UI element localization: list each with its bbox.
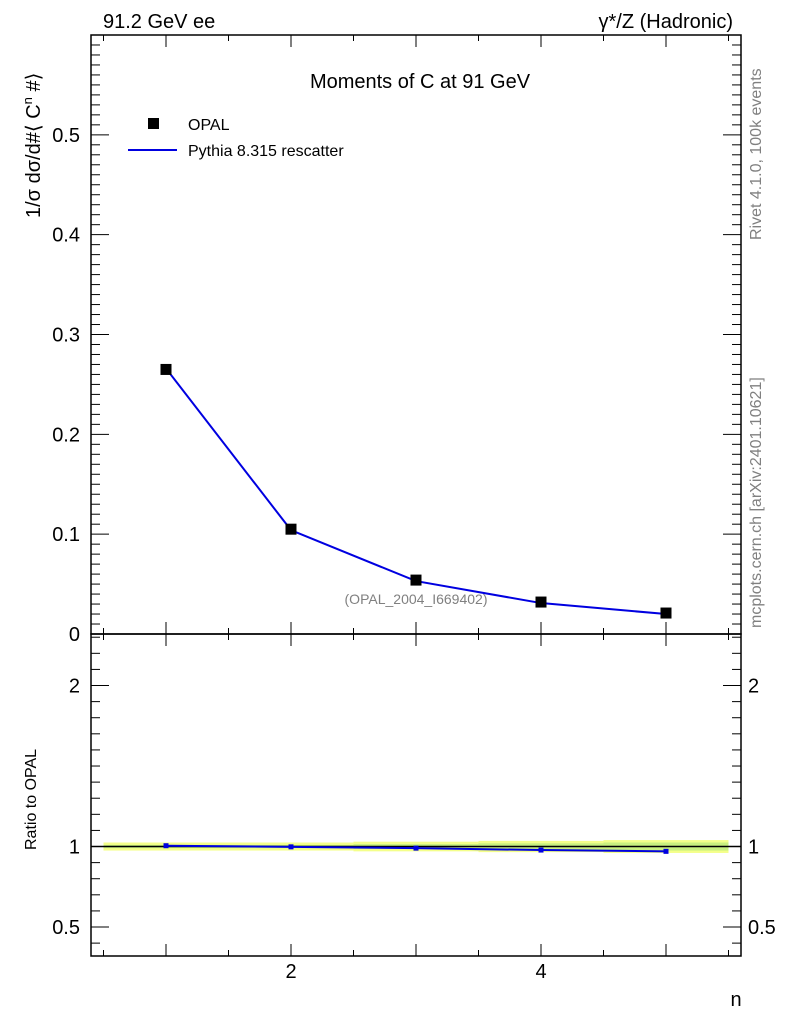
data-point-opal xyxy=(285,523,297,535)
rivet-label: Rivet 4.1.0, 100k events xyxy=(748,68,765,240)
header-left: 91.2 GeV ee xyxy=(103,11,215,33)
ratio-mc-point xyxy=(538,847,544,853)
data-point-opal xyxy=(410,574,422,586)
y-tick-label: 0.5 xyxy=(52,125,80,147)
main-panel: Moments of C at 91 GeV 1/σ dσ/d#⟨ Cn #⟩ … xyxy=(20,34,742,646)
ratio-y-tick-label-right: 2 xyxy=(748,676,759,698)
y-axis-label-main: 1/σ dσ/d#⟨ Cn #⟩ xyxy=(20,73,45,218)
legend-opal-marker xyxy=(148,118,159,129)
ratio-mc-point xyxy=(163,843,169,849)
y-tick-label: 0.4 xyxy=(52,225,80,247)
ratio-y-tick-label: 0.5 xyxy=(52,917,80,939)
data-point-opal xyxy=(660,607,672,619)
ratio-panel: Ratio to OPAL n 2 4 0.5 0.5 1 1 2 2 xyxy=(23,633,776,1011)
mcplots-label: mcplots.cern.ch [arXiv:2401.10621] xyxy=(748,377,765,628)
analysis-id: (OPAL_2004_I669402) xyxy=(345,591,488,607)
ratio-y-tick-label-right: 1 xyxy=(748,837,759,859)
x-axis-label: n xyxy=(730,989,741,1011)
ratio-mc-point xyxy=(413,845,419,851)
x-tick-label: 2 xyxy=(285,961,296,983)
legend-mc-label: Pythia 8.315 rescatter xyxy=(188,143,344,160)
plot-title: Moments of C at 91 GeV xyxy=(310,71,531,93)
y-tick-label: 0.2 xyxy=(52,424,80,446)
ratio-mc-point xyxy=(288,844,294,850)
header-right: γ*/Z (Hadronic) xyxy=(599,11,733,33)
data-point-opal xyxy=(160,363,172,375)
y-tick-label: 0.1 xyxy=(52,524,80,546)
data-point-opal xyxy=(535,596,547,608)
legend-opal-label: OPAL xyxy=(188,117,230,134)
y-axis-label-ratio: Ratio to OPAL xyxy=(23,749,40,850)
y-axis-label-text: 1/σ dσ/d#⟨ C xyxy=(23,104,45,218)
y-tick-label: 0.3 xyxy=(52,325,80,347)
ratio-mc-point xyxy=(663,848,669,854)
y-tick-label: 0 xyxy=(69,624,80,646)
ratio-y-tick-label: 2 xyxy=(69,676,80,698)
y-axis-label-end: #⟩ xyxy=(23,73,45,97)
ratio-frame xyxy=(90,633,742,957)
y-axis-label-sup: n xyxy=(20,97,35,104)
ratio-y-tick-label-right: 0.5 xyxy=(748,917,776,939)
x-tick-label: 4 xyxy=(535,961,546,983)
ratio-y-tick-label: 1 xyxy=(69,837,80,859)
